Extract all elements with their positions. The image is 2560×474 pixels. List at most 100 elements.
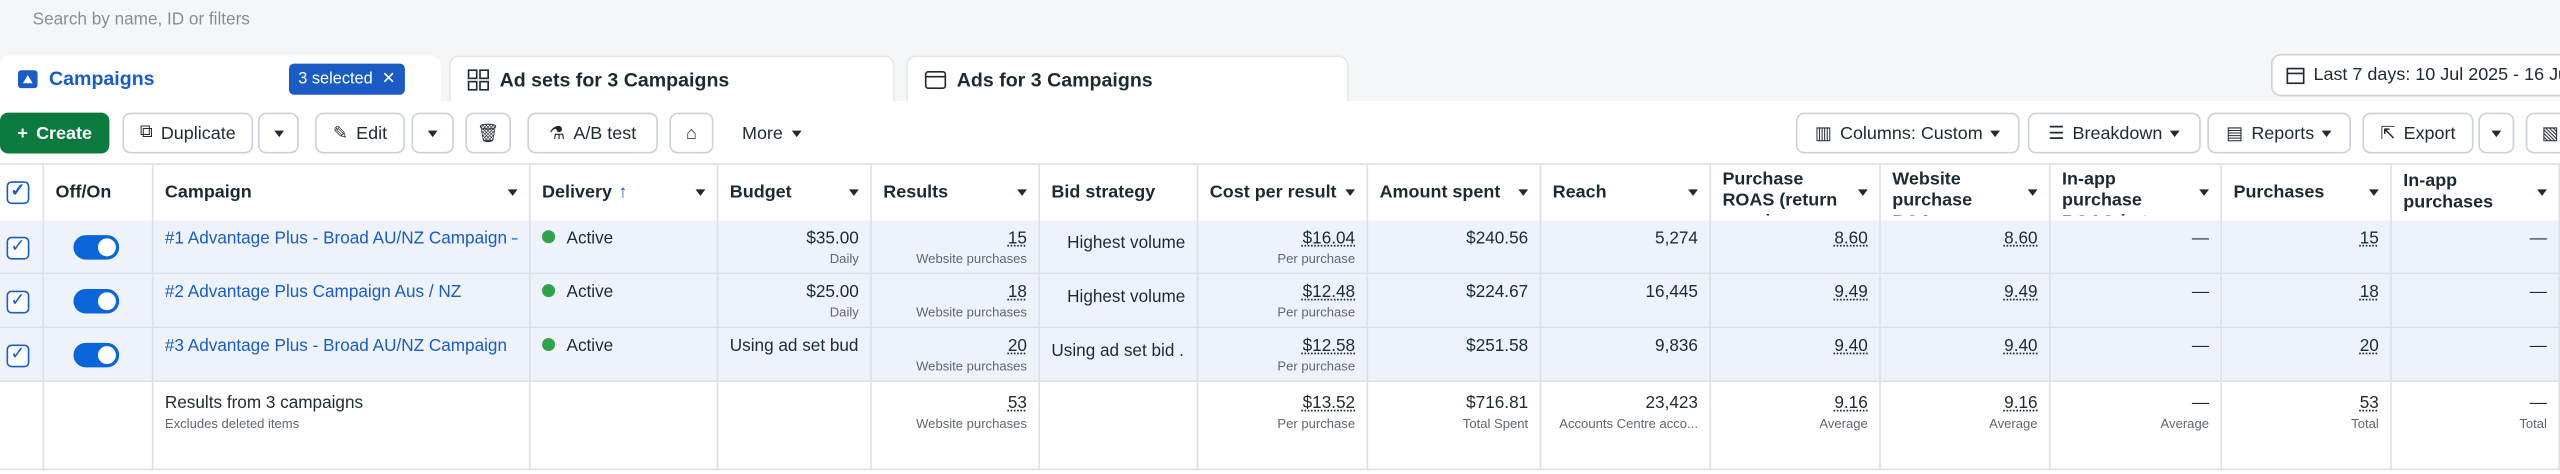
column-header[interactable]: Amount spent (1380, 182, 1512, 203)
column-header[interactable]: Purchase ROAS (return on ad... (1722, 170, 1851, 216)
table-cell: #3 Advantage Plus - Broad AU/NZ Campaign (153, 328, 530, 382)
cell-note: Excludes deleted items (165, 415, 518, 433)
cost-per-result: $13.52 (1210, 392, 1355, 415)
column-header[interactable]: Budget (730, 182, 843, 203)
icon (924, 68, 947, 91)
column-header[interactable]: Purchases (2233, 182, 2362, 203)
checkbox[interactable]: ✓ (7, 291, 30, 314)
toggle[interactable] (73, 289, 119, 313)
sort-icon: ↑ (612, 182, 628, 203)
header-cell: Off/On (44, 165, 153, 221)
column-header[interactable]: Cost per result (1210, 182, 1339, 203)
table-cell: $35.00 Daily (718, 220, 871, 274)
cell-note: Website purchases (883, 250, 1027, 268)
button-label: Export (2404, 123, 2456, 143)
table-cell: Using ad set bid ... (1040, 328, 1198, 382)
edit-button[interactable]: ✎ Edit (315, 113, 405, 154)
cost-per-result: $12.48 (1210, 281, 1355, 304)
campaign[interactable]: #1 Advantage Plus - Broad AU/NZ Campaign… (165, 227, 518, 250)
breakdown-button[interactable]: ☰ Breakdown (2028, 113, 2201, 154)
columns-button[interactable]: ▥ Columns: Custom (1796, 113, 2020, 154)
table-cell: 15 Website purchases (872, 220, 1040, 274)
column-header[interactable]: Off/On (56, 182, 141, 203)
tab-label: Ad sets for 3 Campaigns (500, 68, 730, 91)
cell-content: Active (542, 227, 705, 250)
table-cell: $13.52 Per purchase (1198, 382, 1368, 470)
results: 15 (883, 227, 1027, 250)
column-header[interactable]: Reach (1553, 182, 1682, 203)
caret (2199, 189, 2209, 196)
duplicate-button[interactable]: ⧉ Duplicate (122, 113, 253, 154)
inapp-purchase-roas: — (2062, 335, 2209, 358)
column-header[interactable]: Website purchase ROA... (1892, 170, 2021, 216)
tab-label: Ads for 3 Campaigns (957, 68, 1153, 91)
cell-content: $240.56 (1380, 227, 1529, 250)
caret (1858, 189, 1868, 196)
cell-content: 9,836 (1553, 335, 1698, 358)
more-button[interactable]: More (727, 113, 817, 154)
column-header[interactable]: Campaign (165, 182, 501, 203)
checkbox[interactable]: ✓ (7, 344, 30, 367)
ads-tab[interactable]: Ads for 3 Campaigns (906, 56, 1348, 102)
table-cell: — Average (2051, 382, 2222, 470)
table-cell: ✓ (0, 220, 44, 274)
table-cell: 9.40 (1881, 328, 2051, 382)
campaign[interactable]: #3 Advantage Plus - Broad AU/NZ Campaign (165, 335, 518, 358)
caret (696, 189, 706, 196)
cell-note: Website purchases (883, 304, 1027, 322)
inapp-purchase-roas: — (2062, 281, 2209, 304)
tag-button[interactable]: ⌂ (669, 113, 713, 154)
budget: $25.00 (730, 281, 859, 304)
column-header[interactable]: Bid strategy (1051, 182, 1185, 203)
chart-button[interactable]: ▧ (2526, 113, 2560, 154)
table-cell: 20 Website purchases (872, 328, 1040, 382)
export-button[interactable]: ⇱ Export (2362, 113, 2473, 154)
table-cell: $224.67 (1368, 274, 1541, 328)
reports-button[interactable]: ▤ Reports (2207, 113, 2351, 154)
create-button[interactable]: + Create (0, 113, 109, 154)
cell-note: Website purchases (883, 358, 1027, 376)
toggle[interactable] (73, 343, 119, 367)
reach: 16,445 (1553, 281, 1698, 304)
cell-note: Daily (730, 250, 859, 268)
table-cell (1040, 382, 1198, 470)
campaign[interactable]: #2 Advantage Plus Campaign Aus / NZ (165, 281, 518, 304)
campaign[interactable]: Results from 3 campaigns (165, 392, 518, 415)
cell-content: — (2062, 281, 2209, 304)
header-cell: Bid strategy (1040, 165, 1198, 221)
table-cell (44, 328, 153, 382)
cell-note: Per purchase (1210, 250, 1355, 268)
selected-badge[interactable]: 3 selected ✕ (288, 63, 405, 94)
bid-strategy: Highest volume (1051, 286, 1185, 309)
adsets-tab[interactable]: Ad sets for 3 Campaigns (449, 56, 895, 102)
cell-content: $716.81 Total Spent (1380, 392, 1529, 433)
date-picker[interactable]: Last 7 days: 10 Jul 2025 - 16 Jul (2271, 54, 2560, 96)
column-header[interactable]: Delivery (542, 182, 612, 203)
cost-per-result: $16.04 (1210, 227, 1355, 250)
search-input[interactable]: Search by name, ID or filters (33, 10, 250, 30)
column-header[interactable]: Results (883, 182, 1010, 203)
cell-content: Highest volume (1051, 281, 1185, 309)
dropdown-button[interactable] (2478, 113, 2514, 154)
reach: 5,274 (1553, 227, 1698, 250)
campaigns-tab[interactable]: Campaigns 3 selected ✕ (0, 56, 441, 102)
column-header[interactable]: In-app purchase ROAS (return ... (2062, 170, 2193, 216)
checkbox[interactable]: ✓ (7, 181, 30, 204)
cell-note: Total Spent (1380, 415, 1529, 433)
caret (2537, 189, 2547, 196)
checkbox[interactable]: ✓ (7, 237, 30, 260)
bid-strategy: Using ad set bid ... (1051, 340, 1185, 363)
delete-button[interactable]: 🗑 (465, 113, 511, 154)
toggle[interactable] (73, 235, 119, 259)
table-cell: 20 (2222, 328, 2392, 382)
table-cell: 8.60 (1711, 220, 1881, 274)
table-cell: — (2051, 328, 2222, 382)
ab-test-button[interactable]: ⚗ A/B test (527, 113, 658, 154)
inapp-purchase-roas: — (2062, 227, 2209, 250)
column-header[interactable]: In-app purchases (2403, 171, 2530, 213)
cell-content: — (2403, 335, 2547, 358)
dropdown-button[interactable] (258, 113, 299, 154)
dropdown-button[interactable] (411, 113, 453, 154)
table-cell: 9.40 (1711, 328, 1881, 382)
